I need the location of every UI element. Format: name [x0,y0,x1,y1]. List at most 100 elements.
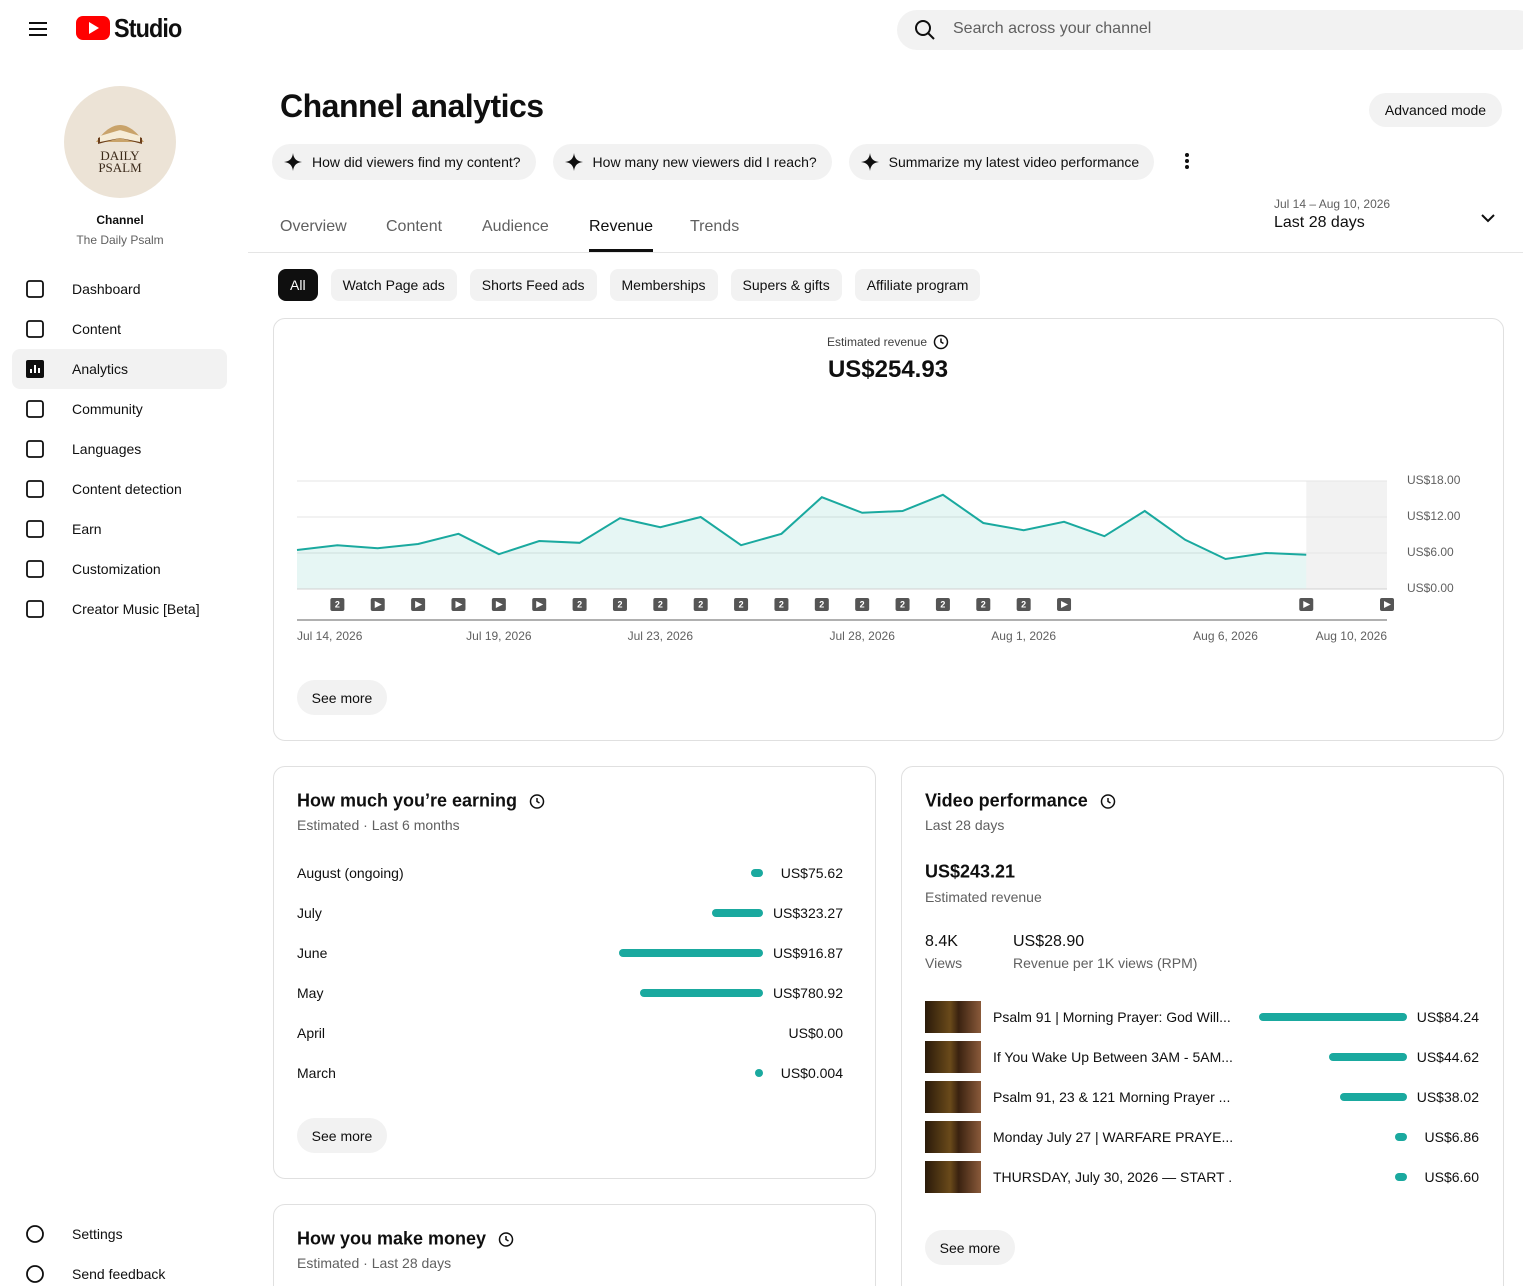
card-title-row: How much you’re earning [297,791,545,812]
filter-chip[interactable]: Affiliate program [854,269,981,301]
month-value: US$916.87 [772,945,843,961]
video-thumbnail [925,1001,981,1033]
upload-play-icon [1303,601,1311,608]
event-marker [653,598,668,611]
video-title[interactable]: Psalm 91, 23 & 121 Morning Prayer ... [993,1089,1231,1105]
nav-item[interactable]: Earn [12,509,227,549]
tab-underline [589,249,653,252]
channel-name: The Daily Psalm [76,233,164,247]
nav-item[interactable]: Content [12,309,227,349]
month-value: US$780.92 [772,985,843,1001]
nav-icon [26,280,44,298]
filter-chip[interactable]: All [278,269,318,301]
date-dropdown[interactable] [1478,208,1498,228]
filter-chip[interactable]: Supers & gifts [730,269,842,301]
nav-item[interactable]: Community [12,389,227,429]
see-more-button[interactable]: See more [297,1118,387,1153]
x-tick-label: Aug 1, 2026 [991,629,1056,643]
filter-chip[interactable]: Shorts Feed ads [469,269,597,301]
tab[interactable]: Revenue [589,218,654,235]
nav-icon [26,320,44,338]
sparkle-icon [564,153,583,171]
date-period[interactable]: Last 28 days [1274,214,1365,231]
search-bar[interactable]: Search across your channel [897,10,1523,50]
prompt-text: Summarize my latest video performance [888,154,1140,170]
tab[interactable]: Audience [482,218,549,235]
nav-icon [26,1225,44,1243]
video-performance-card [901,766,1504,1286]
nav-label: Settings [72,1226,123,1242]
filter-chip[interactable]: Watch Page ads [330,269,457,301]
upload-play-icon [415,601,423,608]
earning-bar [751,869,763,877]
nav-item[interactable]: Creator Music [Beta] [12,589,227,629]
nav-item[interactable]: Analytics [12,349,227,389]
tab[interactable]: Trends [690,218,740,235]
tab[interactable]: Overview [280,218,347,235]
see-more-button[interactable]: See more [925,1230,1015,1265]
nav-item[interactable]: Dashboard [12,269,227,309]
event-marker-label: 2 [860,599,865,609]
nav-item[interactable]: Customization [12,549,227,589]
event-marker-label: 2 [658,599,663,609]
month-label: July [297,905,322,921]
page-title: Channel analytics [280,88,544,124]
youtube-logo[interactable] [76,15,112,41]
nav-item[interactable]: Content detection [12,469,227,509]
event-marker [693,598,708,611]
nav-label: Analytics [72,361,129,377]
nav-item[interactable]: Languages [12,429,227,469]
make-money-card [273,1204,876,1286]
event-marker [330,598,345,611]
event-marker-label: 2 [335,599,340,609]
video-thumbnail [925,1121,981,1153]
earning-card [273,766,876,1179]
event-marker-label: 2 [819,599,824,609]
video-title[interactable]: Psalm 91 | Morning Prayer: God Will... [993,1009,1231,1025]
y-tick-label: US$6.00 [1407,545,1454,559]
see-more-button[interactable]: See more [297,680,387,715]
nav-icon [26,360,44,378]
y-tick-label: US$0.00 [1407,581,1454,595]
video-value: US$38.02 [1416,1089,1479,1105]
x-tick-label: Jul 23, 2026 [628,629,694,643]
revenue-area [297,494,1307,589]
info-clock-icon [933,334,949,350]
nav-item[interactable]: Settings [12,1214,227,1254]
more-options[interactable] [1177,150,1197,174]
prompt-chip[interactable]: How many new viewers did I reach? [552,144,832,180]
video-value: US$44.62 [1416,1049,1479,1065]
revenue-chart-card [273,318,1504,741]
month-label: April [297,1025,326,1041]
filter-list: All Watch Page ads Shorts Feed ads Membersh… [278,269,981,301]
event-marker-label: 2 [739,599,744,609]
revenue-chart: US$0.00 US$6.00 US$12.00 US$18.00 2 2 2 2 2 2 2 2 2 2… [296,473,1461,643]
earning-bar [755,1069,763,1077]
card-subtitle: Estimated · Last 6 months [297,817,460,833]
upload-play-icon [495,601,503,608]
prompt-chip[interactable]: Summarize my latest video performance [848,144,1155,180]
event-marker-label: 2 [981,599,986,609]
video-title[interactable]: Monday July 27 | WARFARE PRAYE... [993,1129,1233,1145]
month-value: US$0.00 [788,1025,843,1041]
advanced-mode-button[interactable]: Advanced mode [1369,93,1502,127]
video-revenue-label: Estimated revenue [925,889,1042,905]
earning-bar [640,989,763,997]
product-name: Studio [114,13,182,43]
channel-avatar[interactable]: DAILY PSALM [64,86,176,198]
stat-value: 8.4K [925,933,958,950]
filter-chip[interactable]: Memberships [609,269,718,301]
nav-label: Earn [72,521,102,537]
prompt-chip[interactable]: How did viewers find my content? [272,144,536,180]
menu-button[interactable] [26,17,50,41]
search-icon [915,20,935,40]
tab[interactable]: Content [386,218,443,235]
revenue-line [296,493,1307,561]
video-title[interactable]: If You Wake Up Between 3AM - 5AM... [993,1049,1233,1065]
stat-value: US$28.90 [1013,933,1085,950]
video-title[interactable]: THURSDAY, July 30, 2026 — START ... [993,1169,1233,1185]
event-marker [734,598,749,611]
x-tick-label: Jul 19, 2026 [466,629,532,643]
video-thumbnail [925,1161,981,1193]
nav-item[interactable]: Send feedback [12,1254,227,1286]
